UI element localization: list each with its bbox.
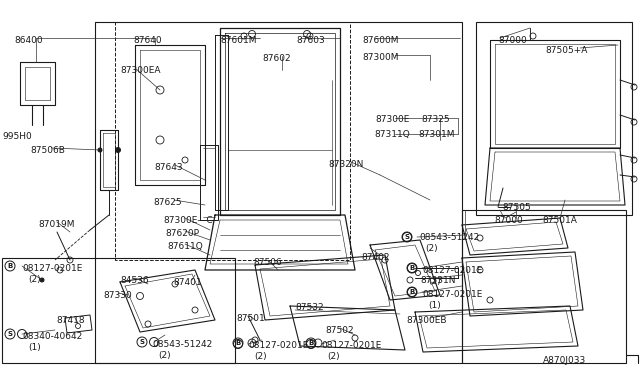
- Text: 87300EA: 87300EA: [120, 66, 161, 75]
- Circle shape: [40, 278, 44, 282]
- Text: S: S: [8, 331, 13, 337]
- Text: A870J033: A870J033: [543, 356, 586, 365]
- Text: B: B: [236, 340, 241, 346]
- Text: B: B: [410, 265, 415, 271]
- Text: 87300M: 87300M: [362, 53, 399, 62]
- Text: (2): (2): [428, 277, 440, 286]
- Text: 87320N: 87320N: [328, 160, 364, 169]
- Text: 08127-0201E: 08127-0201E: [22, 264, 83, 273]
- Text: 87300EB: 87300EB: [406, 316, 447, 325]
- Text: 87506: 87506: [253, 258, 282, 267]
- Text: (1): (1): [28, 343, 41, 352]
- Text: 08127-0201E: 08127-0201E: [321, 341, 381, 350]
- Bar: [2, 258, 235, 363]
- Text: 87000: 87000: [494, 216, 523, 225]
- Text: 87532: 87532: [295, 303, 324, 312]
- Text: 87300E—C: 87300E—C: [163, 216, 212, 225]
- Text: 08543-51242: 08543-51242: [152, 340, 212, 349]
- Text: (2): (2): [327, 352, 340, 361]
- Circle shape: [98, 148, 102, 152]
- Text: 87331N: 87331N: [420, 276, 456, 285]
- Text: 87625: 87625: [153, 198, 182, 207]
- Text: 87506B: 87506B: [30, 146, 65, 155]
- Text: 87640: 87640: [133, 36, 162, 45]
- Bar: [476, 22, 632, 215]
- Text: 08543-51242: 08543-51242: [419, 233, 479, 242]
- Text: 08127-0201E: 08127-0201E: [248, 341, 308, 350]
- Text: 08127-0201E: 08127-0201E: [422, 266, 483, 275]
- Text: 87603: 87603: [296, 36, 324, 45]
- Text: S: S: [140, 339, 145, 345]
- Text: B: B: [308, 340, 314, 346]
- Text: 87311Q: 87311Q: [374, 130, 410, 139]
- Text: 87601M: 87601M: [220, 36, 257, 45]
- Text: 87620P: 87620P: [165, 229, 199, 238]
- Text: 08340-40642: 08340-40642: [22, 332, 83, 341]
- Text: 87505: 87505: [502, 203, 531, 212]
- Text: 87402: 87402: [361, 253, 390, 262]
- Text: 87501: 87501: [236, 314, 265, 323]
- Text: 87602: 87602: [262, 54, 291, 63]
- Text: 87019M: 87019M: [38, 220, 74, 229]
- Text: (2): (2): [158, 351, 171, 360]
- Text: 87611Q: 87611Q: [167, 242, 203, 251]
- Circle shape: [115, 148, 120, 153]
- Text: (1): (1): [428, 301, 441, 310]
- Text: (2): (2): [425, 244, 438, 253]
- Text: (2): (2): [254, 352, 267, 361]
- Text: 995H0: 995H0: [2, 132, 32, 141]
- Bar: [95, 22, 462, 363]
- Text: 87501A: 87501A: [542, 216, 577, 225]
- Text: 87000: 87000: [498, 36, 527, 45]
- Text: 08127-0201E: 08127-0201E: [422, 290, 483, 299]
- Text: 87502: 87502: [325, 326, 354, 335]
- Text: 87301M: 87301M: [418, 130, 454, 139]
- Text: 87600M: 87600M: [362, 36, 399, 45]
- Text: B: B: [8, 263, 13, 269]
- Bar: [115, 22, 350, 260]
- Text: 87505+A: 87505+A: [545, 46, 588, 55]
- Text: 87300E: 87300E: [375, 115, 410, 124]
- Text: 87418: 87418: [56, 316, 84, 325]
- Text: 87643: 87643: [154, 163, 182, 172]
- Text: 84536: 84536: [120, 276, 148, 285]
- Text: 87401: 87401: [173, 278, 202, 287]
- Bar: [462, 210, 626, 363]
- Text: S: S: [404, 234, 410, 240]
- Text: 87330: 87330: [103, 291, 132, 300]
- Text: 87325: 87325: [421, 115, 450, 124]
- Text: (2): (2): [28, 275, 40, 284]
- Text: B: B: [410, 289, 415, 295]
- Text: 86400: 86400: [14, 36, 43, 45]
